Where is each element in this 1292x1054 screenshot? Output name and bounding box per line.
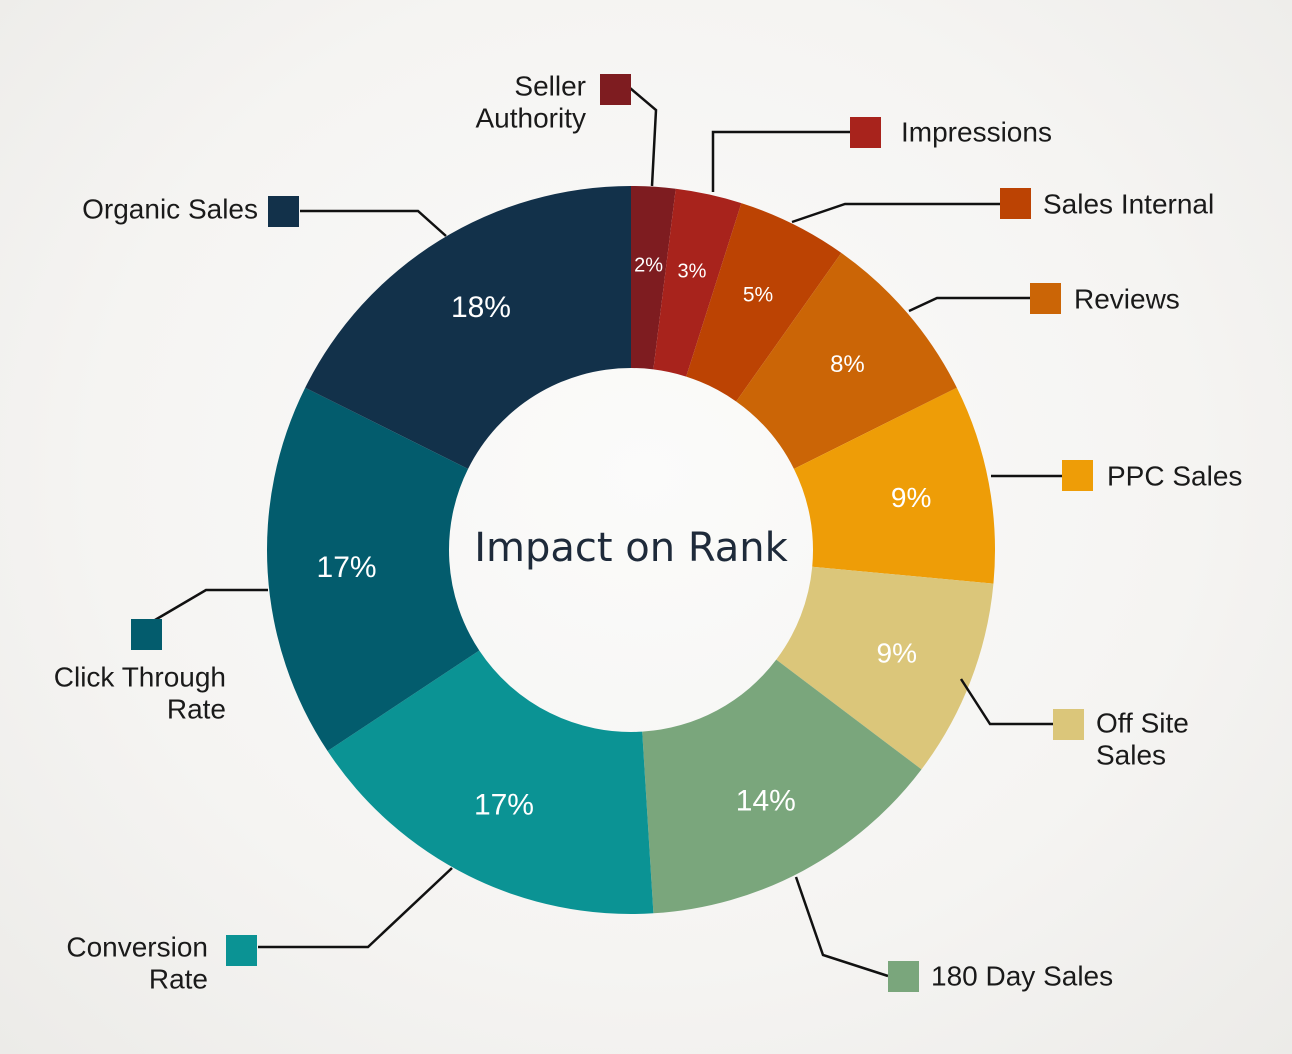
legend-label-sales-internal: Sales Internal [1043, 189, 1214, 220]
slice-off-site-sales [776, 566, 994, 770]
legend-label-ppc-sales: PPC Sales [1107, 461, 1242, 492]
legend-swatch-organic-sales [268, 196, 299, 227]
legend-label-line: Seller [514, 71, 586, 102]
legend-swatch-off-site-sales [1053, 709, 1084, 740]
slice-label-off-site-sales: 9% [877, 637, 917, 668]
legend-swatch-click-through-rate [131, 619, 162, 650]
legend-swatch-180-day-sales [888, 961, 919, 992]
legend-swatch-reviews [1030, 283, 1061, 314]
legend-swatch-ppc-sales [1062, 460, 1093, 491]
leader-lines-layer [154, 87, 1062, 978]
legend-label-reviews: Reviews [1074, 284, 1180, 315]
legend-label-line: 180 Day Sales [931, 961, 1113, 992]
leader-line-off-site-sales [959, 678, 1053, 726]
legend-label-impressions: Impressions [901, 117, 1052, 148]
slice-reviews [736, 252, 957, 469]
legend-label-180-day-sales: 180 Day Sales [931, 961, 1113, 992]
slice-label-conversion-rate: 17% [474, 789, 534, 822]
legend-label-line: Sales Internal [1043, 189, 1214, 220]
leader-line-seller-authority [629, 87, 658, 187]
legend-layer: Seller Authority Impressions Sales Internal… [54, 71, 1243, 995]
percent-labels-layer: 2% 3% 5% 8% 9% 9% 14% 17% 17% 18% [317, 255, 932, 822]
legend-label-seller-authority: Seller Authority [476, 71, 587, 134]
legend-label-line: Rate [167, 694, 226, 725]
slice-click-through-rate [267, 387, 480, 752]
slice-label-ppc-sales: 9% [891, 482, 931, 513]
slice-label-impressions: 3% [678, 261, 707, 283]
slice-ppc-sales [793, 387, 995, 584]
slice-seller-authority [631, 186, 676, 370]
slice-180-day-sales [642, 659, 922, 914]
legend-swatch-sales-internal [1000, 188, 1031, 219]
leader-line-180-day-sales [794, 876, 889, 978]
leader-line-impressions [711, 130, 850, 192]
leader-line-conversion-rate [258, 867, 453, 949]
legend-label-line: PPC Sales [1107, 461, 1242, 492]
legend-swatch-conversion-rate [226, 935, 257, 966]
legend-label-line: Organic Sales [82, 194, 258, 225]
legend-label-organic-sales: Organic Sales [82, 194, 258, 225]
legend-label-line: Conversion [66, 932, 208, 963]
slice-label-click-through-rate: 17% [317, 551, 377, 584]
slice-impressions [653, 188, 742, 377]
slice-label-seller-authority: 2% [634, 255, 663, 277]
slice-conversion-rate [327, 650, 654, 915]
legend-label-line: Off Site [1096, 708, 1189, 739]
legend-swatch-seller-authority [600, 74, 631, 105]
slice-label-organic-sales: 18% [451, 291, 511, 324]
legend-label-line: Sales [1096, 740, 1166, 771]
slices-layer [267, 185, 995, 915]
slice-sales-internal [686, 203, 842, 402]
legend-label-off-site-sales: Off Site Sales [1096, 708, 1189, 771]
leader-line-organic-sales [300, 209, 447, 237]
leader-line-reviews [908, 296, 1030, 313]
legend-label-line: Click Through [54, 662, 226, 693]
legend-swatch-impressions [850, 117, 881, 148]
legend-label-click-through-rate: Click Through Rate [54, 662, 226, 725]
slice-label-180-day-sales: 14% [736, 785, 796, 818]
slice-label-reviews: 8% [830, 351, 865, 378]
leader-line-sales-internal [791, 202, 1000, 224]
legend-label-line: Impressions [901, 117, 1052, 148]
slice-label-sales-internal: 5% [743, 283, 773, 306]
legend-label-conversion-rate: Conversion Rate [66, 932, 208, 995]
legend-label-line: Reviews [1074, 284, 1180, 315]
legend-label-line: Authority [476, 103, 587, 134]
leader-line-click-through-rate [154, 588, 268, 622]
slice-organic-sales [305, 185, 631, 469]
legend-label-line: Rate [149, 964, 208, 995]
chart-title: Impact on Rank [474, 525, 788, 571]
